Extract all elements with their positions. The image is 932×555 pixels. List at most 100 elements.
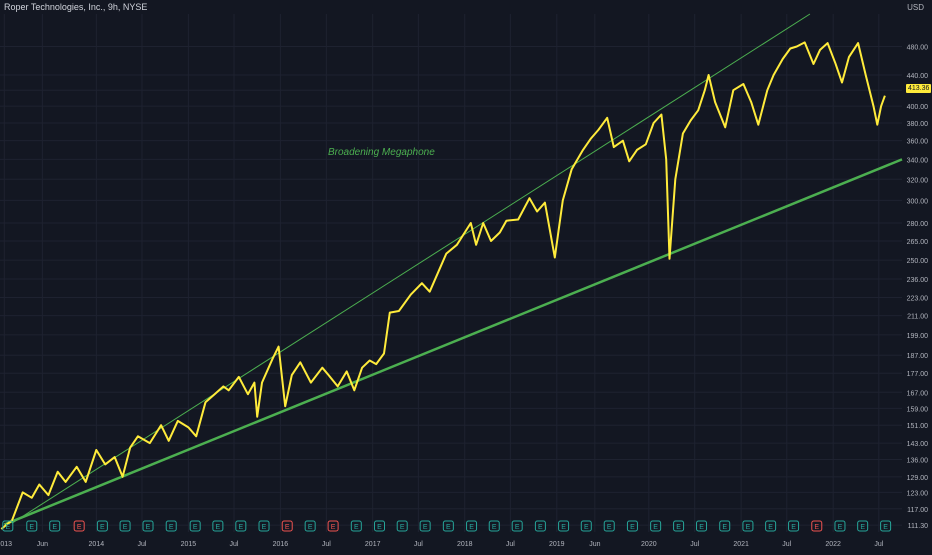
- chart-title: Roper Technologies, Inc., 9h, NYSE: [4, 2, 148, 12]
- earnings-marker[interactable]: E: [558, 520, 570, 532]
- earnings-marker[interactable]: E: [26, 520, 38, 532]
- x-tick-label: 2019: [549, 541, 565, 548]
- earnings-marker[interactable]: E: [2, 520, 14, 532]
- x-tick-label: Jul: [690, 541, 699, 548]
- earnings-marker-box: [374, 520, 386, 532]
- earnings-marker-label: E: [146, 524, 151, 531]
- earnings-marker-box: [511, 520, 523, 532]
- earnings-marker[interactable]: E: [73, 520, 85, 532]
- earnings-marker[interactable]: E: [96, 520, 108, 532]
- y-tick-label: 223.00: [907, 296, 929, 303]
- earnings-marker-box: [235, 520, 247, 532]
- earnings-marker[interactable]: E: [258, 520, 270, 532]
- earnings-marker[interactable]: E: [788, 520, 800, 532]
- earnings-marker-label: E: [100, 524, 105, 531]
- earnings-marker-box: [650, 520, 662, 532]
- earnings-marker[interactable]: E: [419, 520, 431, 532]
- earnings-marker-label: E: [77, 524, 82, 531]
- earnings-marker[interactable]: E: [304, 520, 316, 532]
- earnings-marker[interactable]: E: [650, 520, 662, 532]
- earnings-marker-label: E: [653, 524, 658, 531]
- earnings-marker-box: [673, 520, 685, 532]
- earnings-marker[interactable]: E: [49, 520, 61, 532]
- y-tick-label: 380.00: [907, 121, 929, 128]
- earnings-marker-box: [626, 520, 638, 532]
- y-tick-label: 265.00: [907, 239, 929, 246]
- earnings-marker-box: [488, 520, 500, 532]
- earnings-marker[interactable]: E: [396, 520, 408, 532]
- earnings-marker[interactable]: E: [142, 520, 154, 532]
- earnings-marker[interactable]: E: [442, 520, 454, 532]
- earnings-marker-label: E: [630, 524, 635, 531]
- earnings-marker[interactable]: E: [235, 520, 247, 532]
- y-tick-label: 177.00: [907, 371, 929, 378]
- earnings-marker-box: [834, 520, 846, 532]
- y-tick-label: 136.00: [907, 458, 929, 465]
- earnings-marker-label: E: [860, 524, 865, 531]
- earnings-marker-box: [811, 520, 823, 532]
- earnings-marker[interactable]: E: [626, 520, 638, 532]
- earnings-marker-box: [696, 520, 708, 532]
- y-tick-label: 151.00: [907, 423, 929, 430]
- earnings-marker-box: [281, 520, 293, 532]
- earnings-marker[interactable]: E: [580, 520, 592, 532]
- trendline[interactable]: [11, 13, 811, 524]
- y-tick-label: 187.00: [907, 353, 929, 360]
- earnings-marker[interactable]: E: [165, 520, 177, 532]
- price-series: [0, 41, 886, 530]
- earnings-marker-label: E: [423, 524, 428, 531]
- earnings-marker[interactable]: E: [488, 520, 500, 532]
- earnings-marker[interactable]: E: [603, 520, 615, 532]
- earnings-marker-label: E: [676, 524, 681, 531]
- earnings-marker[interactable]: E: [857, 520, 869, 532]
- earnings-marker[interactable]: E: [880, 520, 892, 532]
- earnings-marker-box: [165, 520, 177, 532]
- earnings-marker[interactable]: E: [673, 520, 685, 532]
- earnings-marker[interactable]: E: [212, 520, 224, 532]
- earnings-marker[interactable]: E: [189, 520, 201, 532]
- earnings-marker[interactable]: E: [281, 520, 293, 532]
- x-tick-label: Jul: [137, 541, 146, 548]
- y-tick-label: 123.00: [907, 490, 929, 497]
- earnings-marker-label: E: [262, 524, 267, 531]
- earnings-marker[interactable]: E: [327, 520, 339, 532]
- earnings-marker-label: E: [814, 524, 819, 531]
- earnings-marker[interactable]: E: [765, 520, 777, 532]
- earnings-marker-label: E: [515, 524, 520, 531]
- earnings-marker[interactable]: E: [834, 520, 846, 532]
- earnings-marker[interactable]: E: [466, 520, 478, 532]
- earnings-marker[interactable]: E: [119, 520, 131, 532]
- earnings-marker-box: [258, 520, 270, 532]
- y-tick-label: 360.00: [907, 139, 929, 146]
- pattern-annotation[interactable]: Broadening Megaphone: [328, 147, 435, 158]
- earnings-marker[interactable]: E: [696, 520, 708, 532]
- x-axis: 2013 Jun 2014 Jul 2015 Jul 2016 Jul 2017 Jul 2018 J…: [0, 541, 884, 548]
- earnings-marker-box: [442, 520, 454, 532]
- earnings-marker-label: E: [699, 524, 704, 531]
- earnings-marker[interactable]: E: [511, 520, 523, 532]
- x-tick-label: 2015: [181, 541, 197, 548]
- earnings-marker[interactable]: E: [374, 520, 386, 532]
- y-tick-label: 129.00: [907, 475, 929, 482]
- earnings-marker-box: [49, 520, 61, 532]
- earnings-marker[interactable]: E: [742, 520, 754, 532]
- earnings-marker[interactable]: E: [350, 520, 362, 532]
- y-tick-label: 236.00: [907, 277, 929, 284]
- earnings-marker[interactable]: E: [811, 520, 823, 532]
- earnings-marker[interactable]: E: [534, 520, 546, 532]
- earnings-marker-label: E: [5, 524, 10, 531]
- y-tick-label: 211.00: [907, 314, 928, 321]
- earnings-marker-label: E: [838, 524, 843, 531]
- earnings-marker-label: E: [584, 524, 589, 531]
- earnings-marker-label: E: [285, 524, 290, 531]
- x-tick-label: 2021: [733, 541, 749, 548]
- earnings-marker-box: [603, 520, 615, 532]
- y-tick-label: 300.00: [907, 198, 929, 205]
- x-tick-label: Jul: [506, 541, 515, 548]
- trendline[interactable]: [3, 158, 903, 526]
- earnings-marker[interactable]: E: [719, 520, 731, 532]
- last-price-label: 413.36: [906, 84, 932, 93]
- x-tick-label: Jun: [37, 541, 48, 548]
